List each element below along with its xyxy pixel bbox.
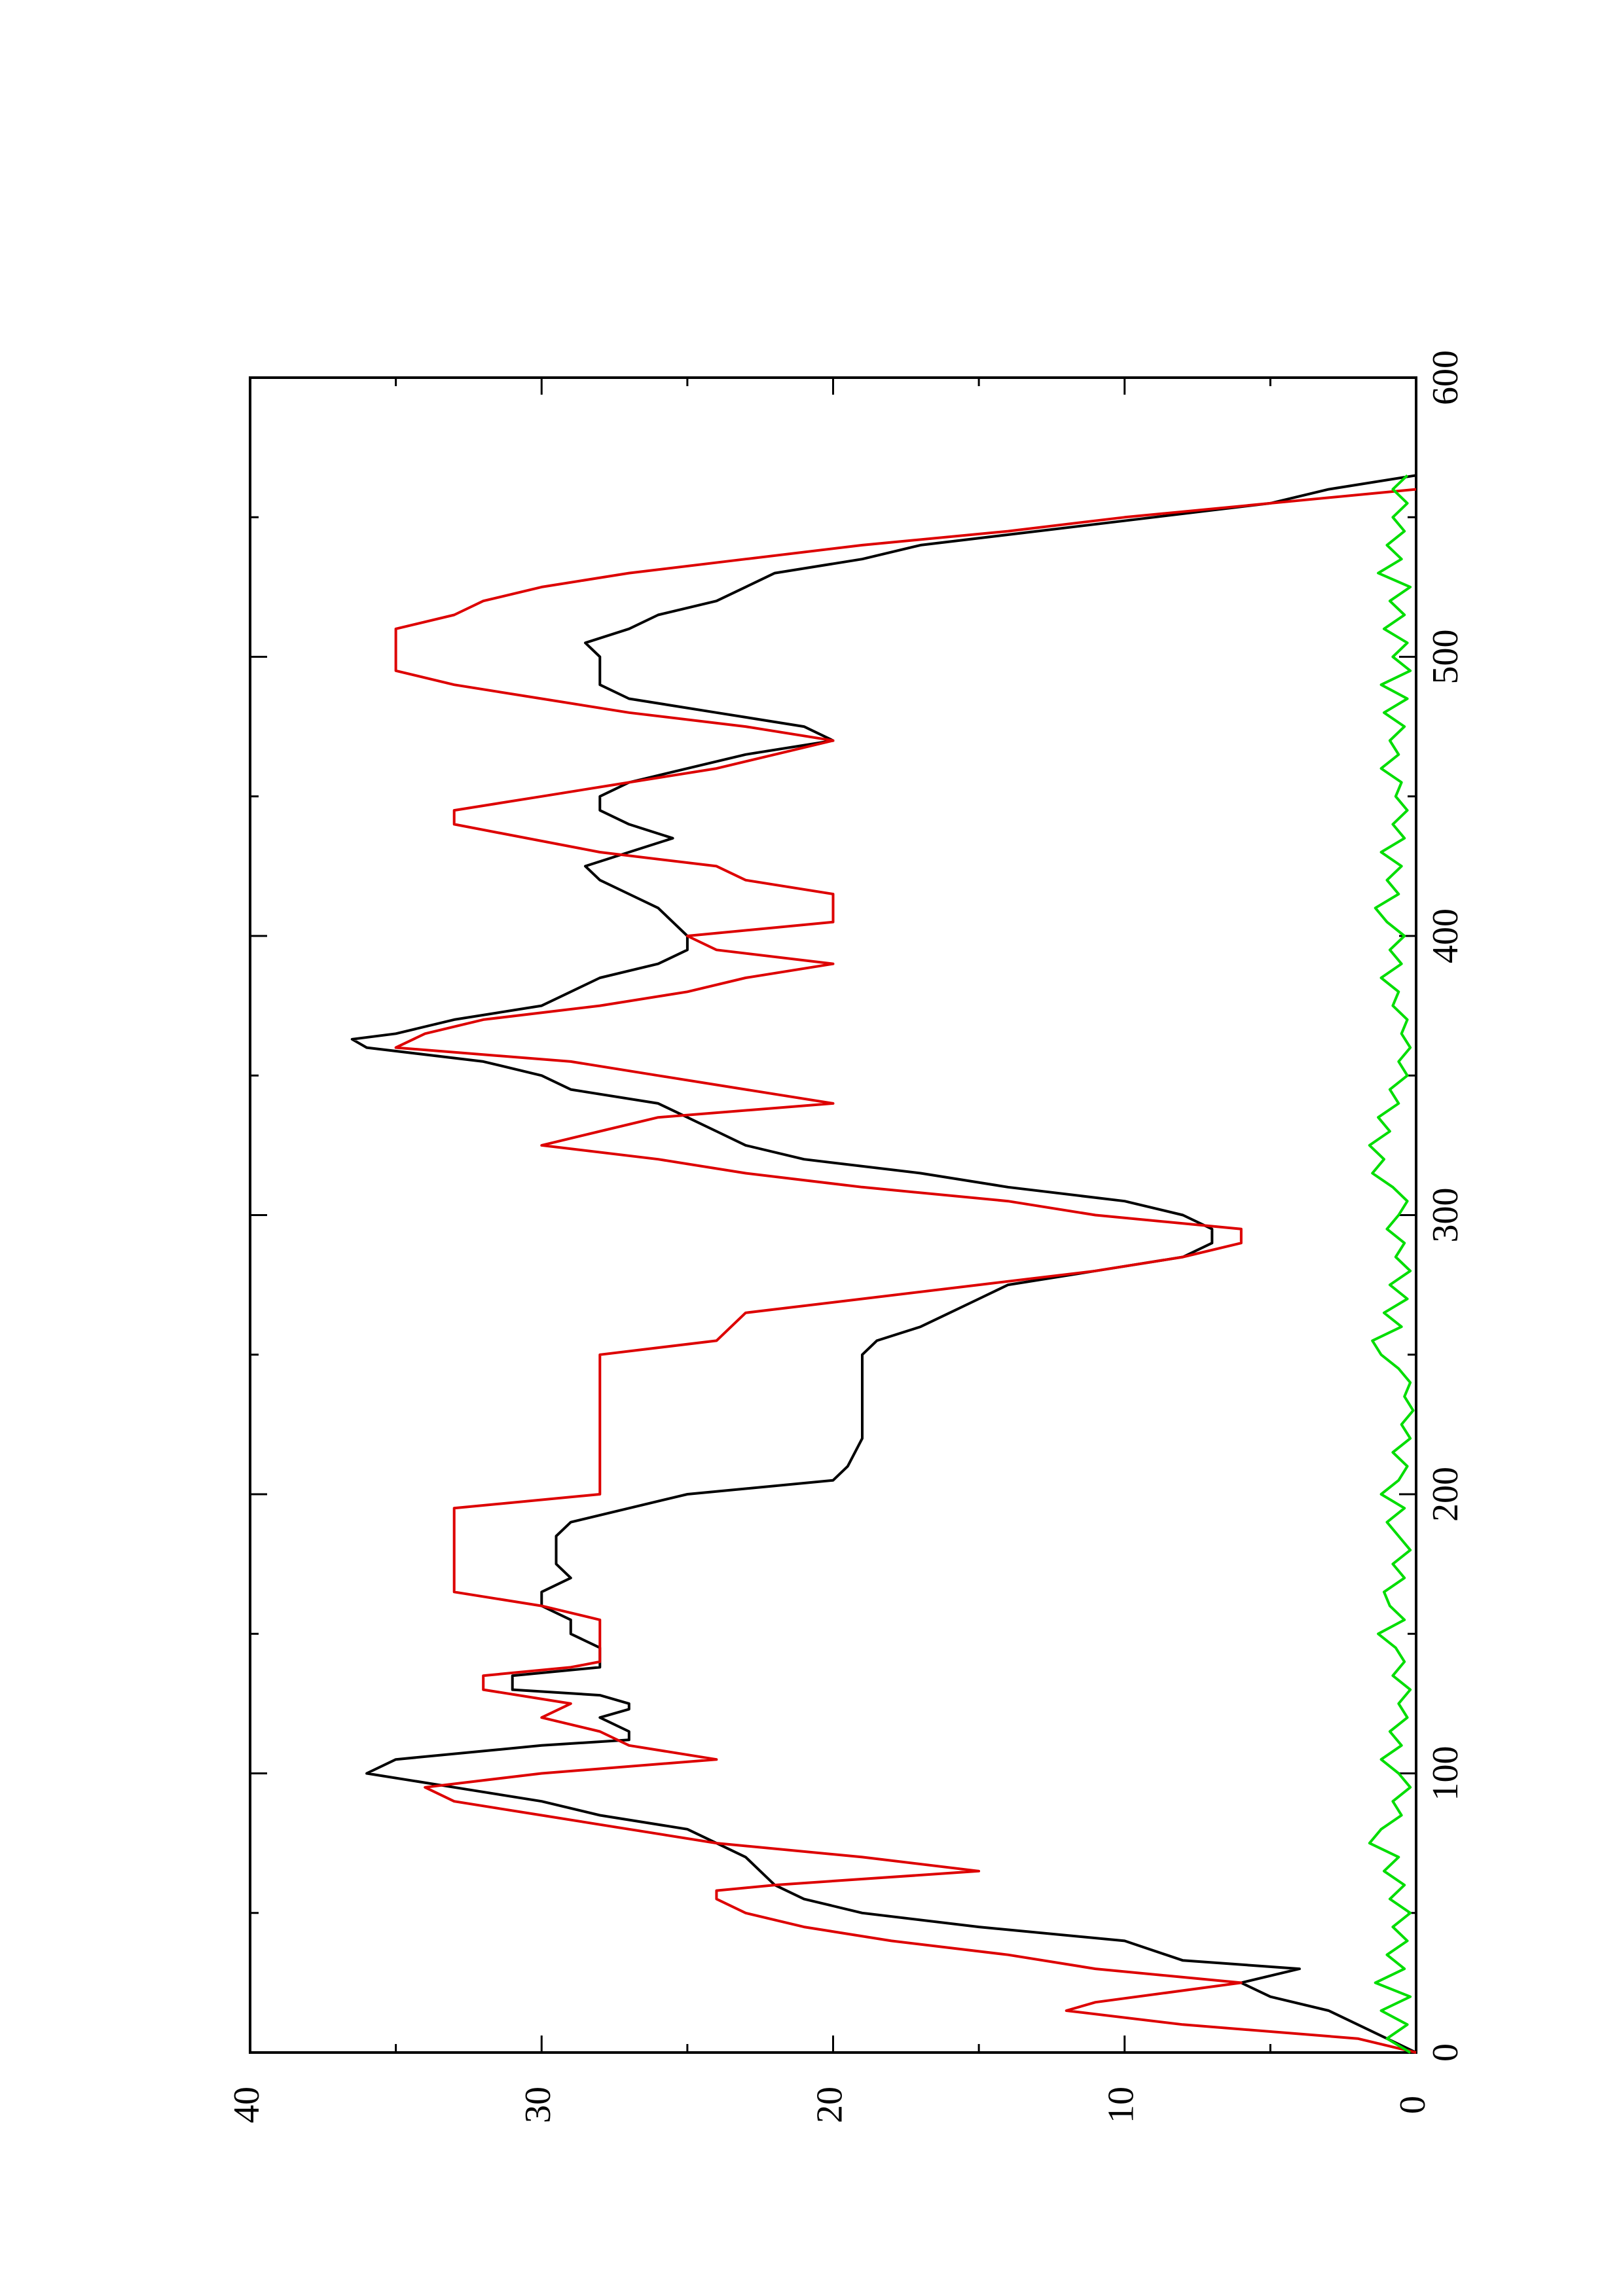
y-tick-label: 30 (518, 2087, 558, 2123)
x-tick-label: 500 (1425, 630, 1466, 685)
series-group (350, 474, 1417, 2054)
x-tick-label: 200 (1425, 1467, 1466, 1522)
x-tick-label: 400 (1425, 908, 1466, 963)
tick-labels: 0 100 200 300 400 500 600 0 10 20 30 40 (227, 350, 1466, 2123)
y-tick-label: 0 (1393, 2096, 1433, 2114)
series-line-1 (394, 488, 1417, 2054)
y-tick-label: 20 (809, 2087, 850, 2123)
plot-frame (249, 376, 1417, 2054)
y-tick-label: 40 (227, 2087, 267, 2123)
series-line-0 (350, 474, 1417, 2054)
x-tick-label: 0 (1425, 2043, 1466, 2062)
x-tick-label: 600 (1425, 350, 1466, 405)
x-tick-label: 100 (1425, 1746, 1466, 1801)
x-tick-label: 300 (1425, 1188, 1466, 1243)
series-line-2 (1368, 474, 1415, 2054)
y-tick-label: 10 (1101, 2087, 1142, 2123)
axis-ticks (249, 376, 1417, 2054)
